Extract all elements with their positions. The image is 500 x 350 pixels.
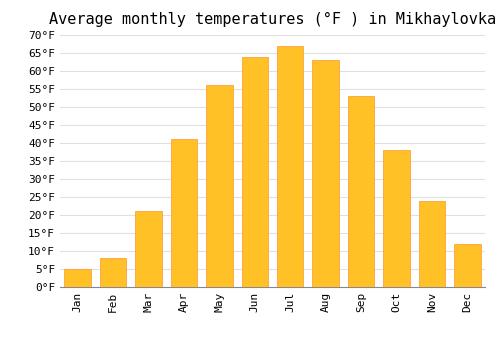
- Bar: [454, 244, 480, 287]
- Bar: [383, 150, 409, 287]
- Bar: [170, 139, 197, 287]
- Bar: [418, 201, 445, 287]
- Bar: [64, 269, 91, 287]
- Bar: [348, 96, 374, 287]
- Bar: [100, 258, 126, 287]
- Bar: [277, 46, 303, 287]
- Bar: [136, 211, 162, 287]
- Title: Average monthly temperatures (°F ) in Mikhaylovka: Average monthly temperatures (°F ) in Mi…: [49, 12, 496, 27]
- Bar: [312, 60, 339, 287]
- Bar: [206, 85, 233, 287]
- Bar: [242, 57, 268, 287]
